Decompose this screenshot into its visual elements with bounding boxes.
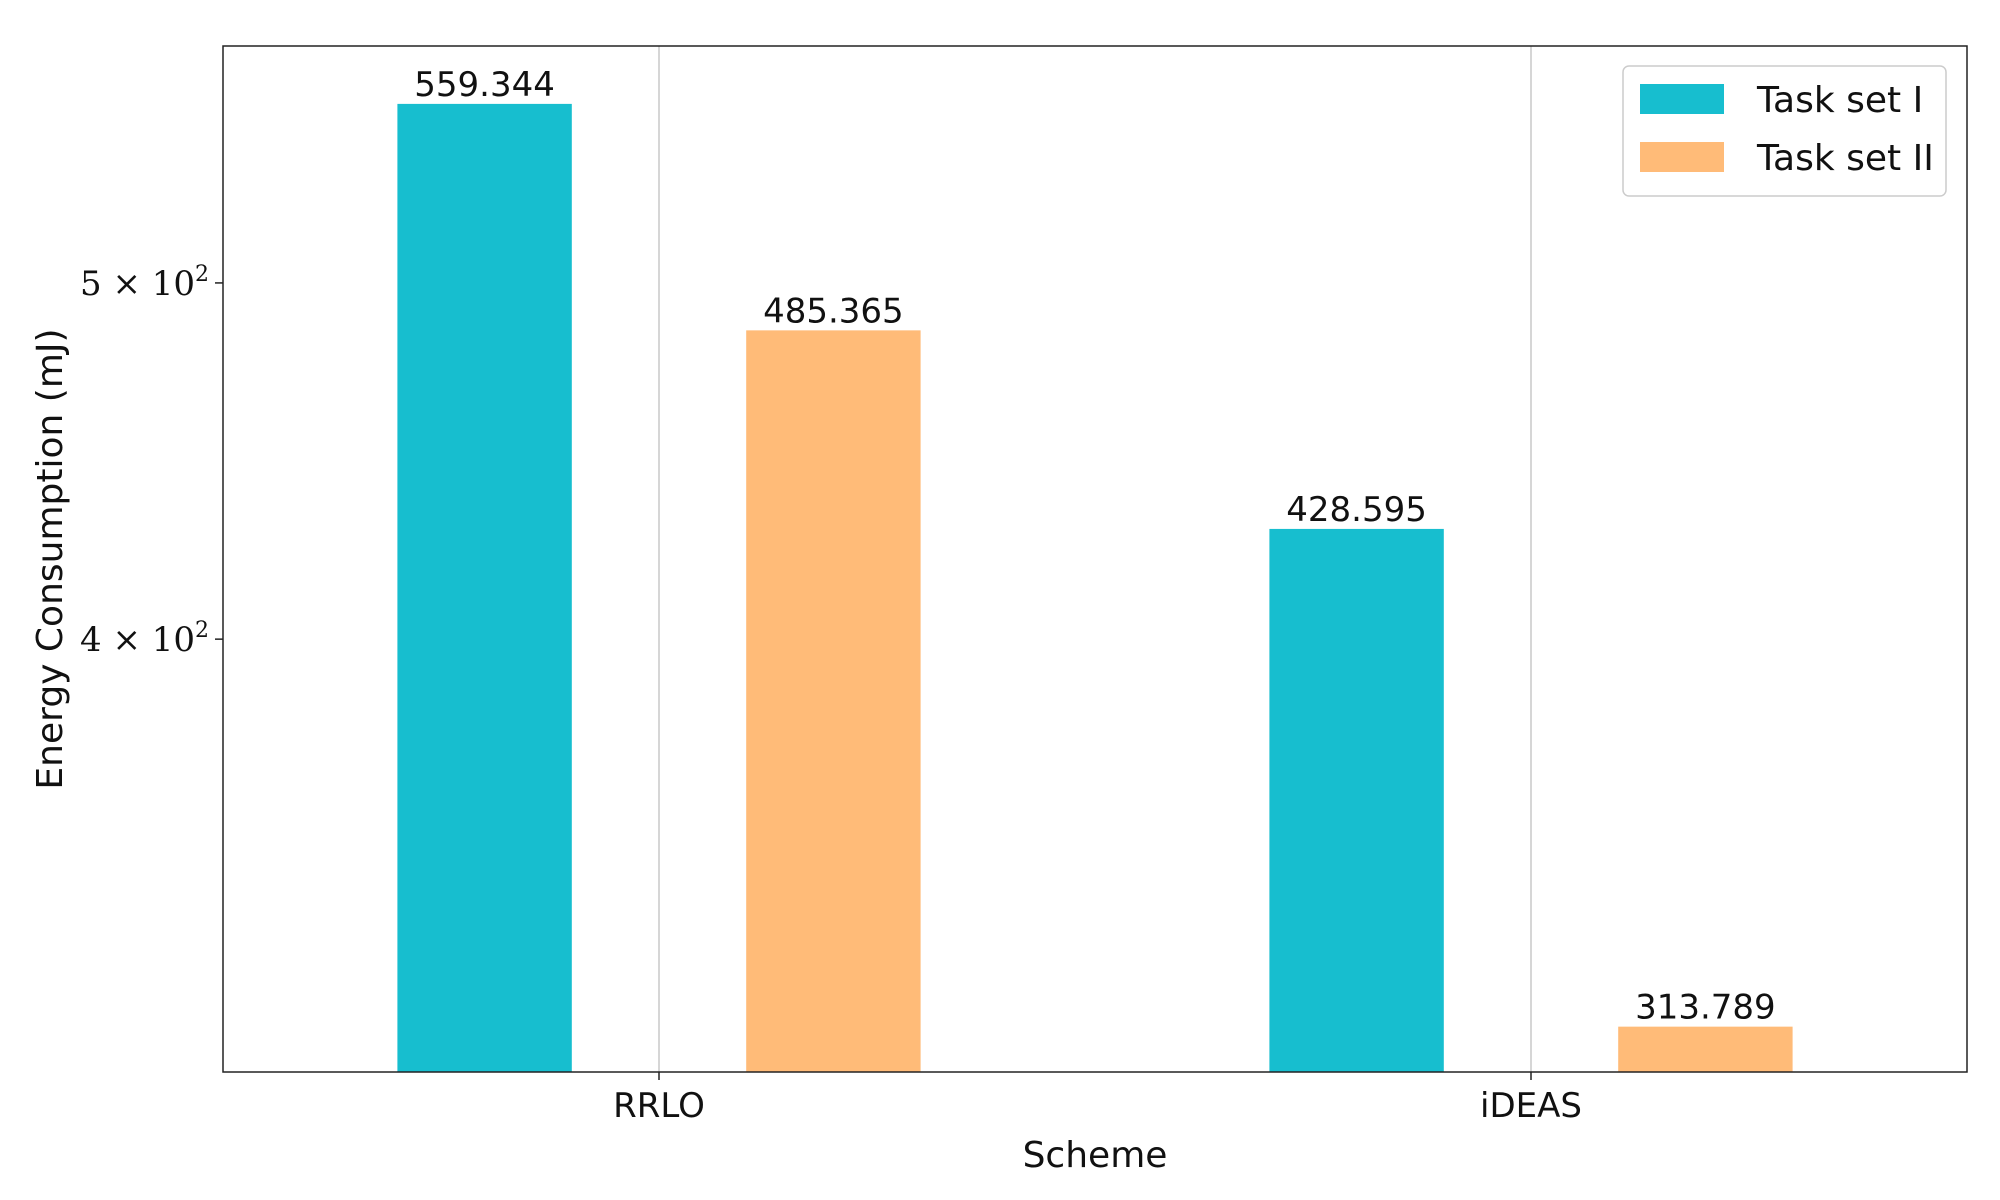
legend-label: Task set II <box>1756 138 1934 179</box>
bar-value-label: 313.789 <box>1635 988 1776 1028</box>
y-tick-label: 4 × 102 <box>80 618 209 660</box>
legend-swatch <box>1640 142 1724 172</box>
bar-value-labels: 559.344 428.595 485.365 313.789 <box>414 65 1775 1028</box>
y-tick-label: 5 × 102 <box>80 262 209 304</box>
y-axis-ticks: 4 × 102 5 × 102 <box>80 262 223 660</box>
bar-value-label: 428.595 <box>1286 490 1427 530</box>
legend-label: Task set I <box>1756 80 1923 121</box>
y-axis-title: Energy Consumption (mJ) <box>30 328 71 789</box>
bar <box>1618 1026 1793 1072</box>
legend: Task set I Task set II <box>1622 65 1947 197</box>
bar <box>746 330 921 1072</box>
x-tick-label: RRLO <box>613 1086 705 1126</box>
bar <box>1269 528 1444 1072</box>
bar-value-label: 485.365 <box>763 291 904 331</box>
x-axis-ticks: RRLO iDEAS <box>613 1072 1582 1126</box>
legend-swatch <box>1640 84 1724 114</box>
bars <box>397 103 1793 1073</box>
plot-frame <box>222 45 1968 1073</box>
bar-value-label: 559.344 <box>414 65 555 105</box>
gridlines <box>658 46 1532 1072</box>
x-tick-label: iDEAS <box>1480 1086 1582 1126</box>
x-axis-title: Scheme <box>1023 1135 1168 1176</box>
bar <box>397 103 572 1073</box>
